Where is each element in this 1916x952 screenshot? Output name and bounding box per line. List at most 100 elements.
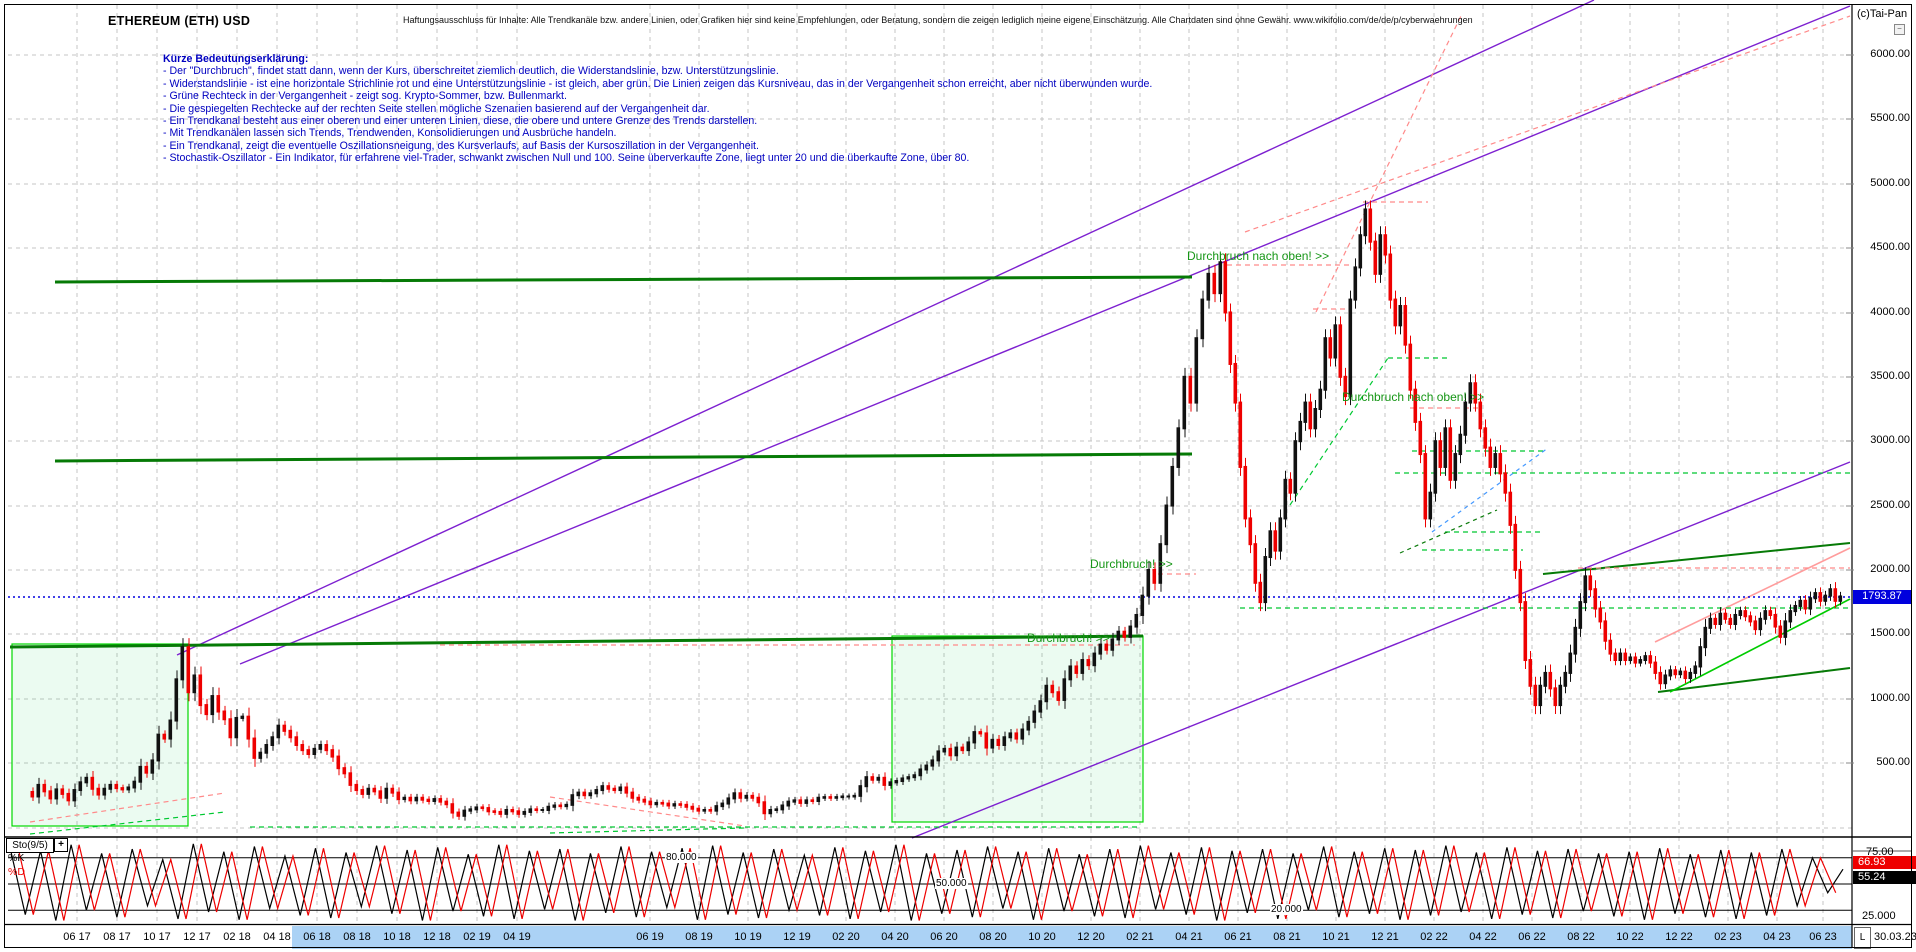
candle xyxy=(360,789,365,795)
date-axis-label: 02 20 xyxy=(832,931,860,943)
candle xyxy=(294,736,299,746)
candle xyxy=(408,796,413,802)
stochastic-d-line xyxy=(17,843,1837,921)
candle xyxy=(564,803,569,808)
price-axis-label: 1000.00 xyxy=(1870,692,1910,704)
date-axis-label: 12 19 xyxy=(783,931,811,943)
candle xyxy=(882,776,887,786)
candle xyxy=(900,777,905,783)
candle xyxy=(1758,617,1763,631)
candle xyxy=(540,809,545,812)
price-axis-label: 2000.00 xyxy=(1870,563,1910,575)
candle xyxy=(1813,592,1818,600)
date-axis-label: 02 22 xyxy=(1420,931,1448,943)
candle xyxy=(1818,592,1823,602)
candle xyxy=(960,746,965,752)
candle xyxy=(582,791,587,797)
candle xyxy=(1338,324,1343,378)
candle xyxy=(1773,613,1778,628)
candle xyxy=(1233,362,1238,404)
candle xyxy=(1598,607,1603,623)
candle xyxy=(1092,652,1097,667)
stochastic-indicator-label[interactable]: Sto(9/5) xyxy=(6,838,54,853)
candle xyxy=(642,798,647,803)
candle xyxy=(378,790,383,799)
sto-k-value-badge: 66.93 xyxy=(1853,856,1916,869)
trendline xyxy=(29,811,226,835)
candle xyxy=(72,789,77,802)
candle xyxy=(1548,671,1553,690)
candle xyxy=(156,733,161,762)
candle xyxy=(918,768,923,777)
candle xyxy=(738,792,743,799)
candle xyxy=(1583,575,1588,604)
linear-scale-marker[interactable]: L xyxy=(1854,927,1871,949)
add-indicator-button[interactable]: + xyxy=(54,838,68,852)
candle xyxy=(342,767,347,775)
candle xyxy=(444,800,449,806)
date-axis-label: 08 21 xyxy=(1273,931,1301,943)
date-axis-label: 08 19 xyxy=(685,931,713,943)
candle xyxy=(1206,272,1211,301)
candle xyxy=(114,783,119,790)
candle xyxy=(1128,625,1133,638)
date-axis-label: 06 20 xyxy=(930,931,958,943)
candle xyxy=(330,749,335,758)
candle xyxy=(1778,625,1783,638)
candle xyxy=(1798,599,1803,607)
legend-line: - Ein Trendkanal besteht aus einer obere… xyxy=(163,115,758,128)
candle xyxy=(1433,440,1438,494)
candle xyxy=(1098,643,1103,655)
candle xyxy=(168,719,173,740)
candle xyxy=(546,805,551,812)
date-axis-label: 10 17 xyxy=(143,931,171,943)
candle xyxy=(1056,691,1061,701)
price-axis-label: 3500.00 xyxy=(1870,370,1910,382)
candle xyxy=(1668,669,1673,677)
candle xyxy=(246,715,251,740)
candle xyxy=(1253,543,1258,584)
candle xyxy=(1080,659,1085,674)
candle xyxy=(1283,478,1288,520)
candle xyxy=(480,806,485,810)
candle xyxy=(1558,684,1563,707)
candle xyxy=(648,800,653,806)
candle xyxy=(1718,612,1723,625)
candle xyxy=(162,733,167,740)
candle xyxy=(1638,659,1643,664)
candle xyxy=(1368,208,1373,243)
candle xyxy=(528,808,533,813)
current-price-badge: 1793.87 xyxy=(1853,590,1911,604)
collapse-icon[interactable]: − xyxy=(1894,24,1905,35)
candle xyxy=(636,796,641,801)
candle xyxy=(936,750,941,762)
date-axis-label: 08 20 xyxy=(979,931,1007,943)
candle xyxy=(1182,375,1187,430)
candle xyxy=(1518,568,1523,604)
candle xyxy=(1533,684,1538,707)
candle xyxy=(1828,588,1833,597)
candle xyxy=(1503,472,1508,494)
candle xyxy=(576,791,581,797)
candle xyxy=(384,787,389,799)
candle xyxy=(1323,337,1328,391)
candle xyxy=(1333,324,1338,359)
candle xyxy=(1588,575,1593,591)
candle xyxy=(1308,401,1313,430)
date-axis-label: 12 21 xyxy=(1371,931,1399,943)
candle xyxy=(144,765,149,774)
date-axis-label: 06 21 xyxy=(1224,931,1252,943)
candle xyxy=(570,794,575,806)
candle xyxy=(1343,375,1348,398)
candle xyxy=(1170,465,1175,507)
candle xyxy=(612,787,617,792)
candle xyxy=(1176,427,1181,468)
candle xyxy=(1068,665,1073,681)
candle xyxy=(690,805,695,810)
candle xyxy=(714,805,719,812)
trendline xyxy=(239,5,1851,665)
candle xyxy=(1116,630,1121,641)
date-axis-label: 02 19 xyxy=(463,931,491,943)
candle xyxy=(1273,530,1278,552)
